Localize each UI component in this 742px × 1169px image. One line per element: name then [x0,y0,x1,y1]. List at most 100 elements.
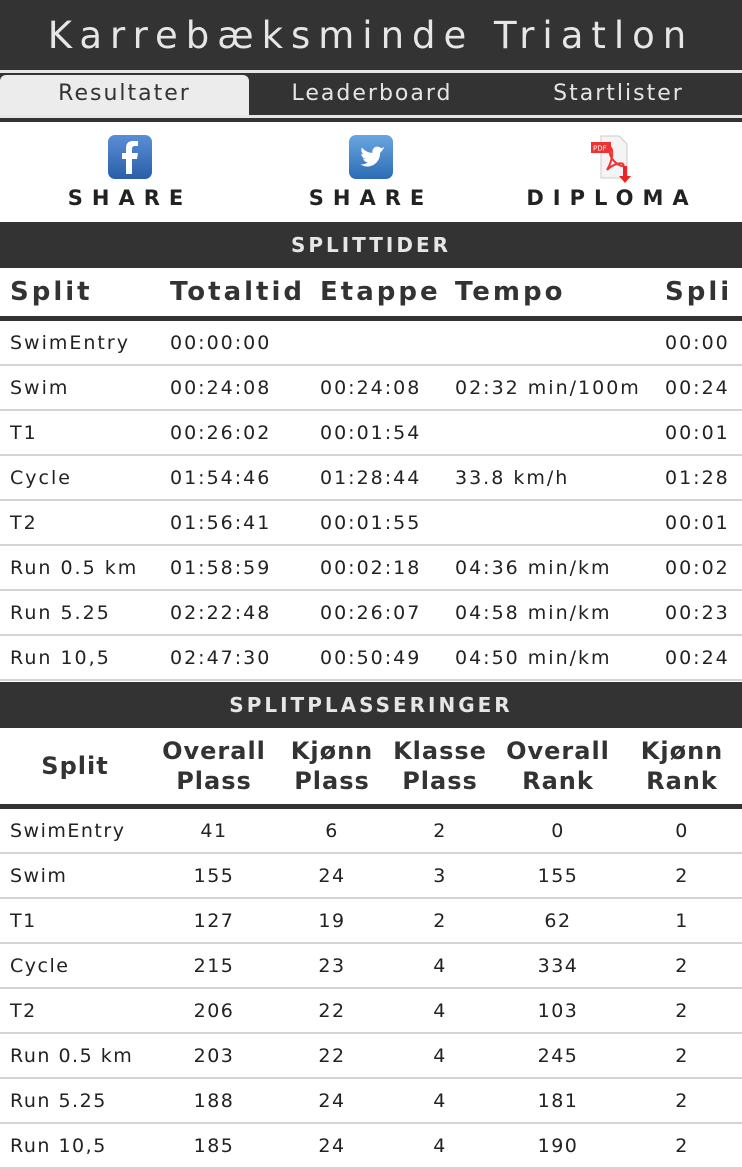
table-cell: Run 5.25 [0,590,160,636]
table-cell: Swim [0,853,150,899]
table-cell: 2 [622,988,742,1034]
facebook-share-button[interactable]: SHARE [0,122,260,210]
splitplasseringer-header: SPLITPLASSERINGER [0,682,742,728]
table-cell: 00:00:00 [160,318,310,366]
table-cell: 00:50:49 [310,635,445,681]
table-cell: Run 0.5 km [0,545,160,591]
table-cell: 02:22:48 [160,590,310,636]
table-cell: 155 [494,853,622,899]
table-cell: 00:01:54 [310,410,445,456]
table-cell: 01:28:44 [310,455,445,501]
table-cell: 245 [494,1033,622,1079]
divider [0,118,742,122]
column-header: Overall Rank [494,728,622,809]
table-cell: 00:01 [659,500,742,546]
table-cell: SwimEntry [0,318,160,366]
table-cell: 04:50 min/km [445,635,659,681]
table-row: T1 127 19 2 62 1 [0,898,742,944]
table-cell: 19 [278,898,386,944]
table-cell: SwimEntry [0,806,150,854]
table-cell: 185 [150,1123,278,1169]
table-cell: 2 [386,898,494,944]
table-cell: 24 [278,1078,386,1124]
table-cell: 103 [494,988,622,1034]
table-cell: 02:47:30 [160,635,310,681]
table-row: Cycle 01:54:46 01:28:44 33.8 km/h 01:28 [0,455,742,501]
table-cell: 02:32 min/100m [445,365,659,411]
table-cell: 1 [622,898,742,944]
table-cell: 00:24:08 [160,365,310,411]
column-header: Kjønn Plass [278,728,386,809]
table-cell: T2 [0,500,160,546]
tab-leaderboard[interactable]: Leaderboard [291,81,453,106]
table-cell: 3 [386,853,494,899]
table-row: Swim 155 24 3 155 2 [0,853,742,899]
table-row: Cycle 215 23 4 334 2 [0,943,742,989]
table-cell: 22 [278,988,386,1034]
table-cell: 0 [622,806,742,854]
page-title: Karrebæksminde Triatlon [47,13,695,57]
table-cell: 22 [278,1033,386,1079]
table-cell: 2 [622,853,742,899]
table-cell: 00:02:18 [310,545,445,591]
table-cell: 23 [278,943,386,989]
table-cell: 00:01 [659,410,742,456]
table-cell: 155 [150,853,278,899]
table-cell: 4 [386,1123,494,1169]
diploma-download-button[interactable]: PDF DIPLOMA [482,122,742,210]
table-cell: 215 [150,943,278,989]
share-label: SHARE [67,186,193,210]
table-cell: Run 10,5 [0,635,160,681]
table-cell: 206 [150,988,278,1034]
table-cell: 203 [150,1033,278,1079]
diploma-label: DIPLOMA [526,186,698,210]
table-row: T2 01:56:41 00:01:55 00:01 [0,500,742,546]
table-cell: 00:26:07 [310,590,445,636]
table-row: SwimEntry 00:00:00 00:00 [0,318,742,366]
table-cell: 2 [622,943,742,989]
table-cell: 24 [278,853,386,899]
table-cell: 04:36 min/km [445,545,659,591]
table-cell: 24 [278,1123,386,1169]
table-cell: Run 5.25 [0,1078,150,1124]
splittider-table: Split Totaltid Etappe Tempo Spli SwimEntry 00… [0,268,742,681]
table-row: SwimEntry 41 6 2 0 0 [0,806,742,854]
table-cell: 2 [622,1033,742,1079]
table-cell: 41 [150,806,278,854]
table-cell: 4 [386,943,494,989]
table-cell: 334 [494,943,622,989]
table-cell: 04:58 min/km [445,590,659,636]
column-header: Spli [659,268,742,321]
table-cell: T2 [0,988,150,1034]
share-row: SHARE SHARE PDF DIPLOMA [0,122,742,222]
table-cell: Swim [0,365,160,411]
table-cell: 01:58:59 [160,545,310,591]
table-cell: 6 [278,806,386,854]
table-cell: T1 [0,410,160,456]
title-bar: Karrebæksminde Triatlon [0,0,742,70]
twitter-share-button[interactable]: SHARE [260,122,482,210]
table-cell: 2 [622,1123,742,1169]
column-header: Totaltid [160,268,310,321]
column-header: Etappe [310,268,445,321]
table-cell: 00:02 [659,545,742,591]
tab-resultater[interactable]: Resultater [0,75,249,115]
table-row: Run 10,5 185 24 4 190 2 [0,1123,742,1169]
table-cell [445,318,659,366]
table-cell: 33.8 km/h [445,455,659,501]
column-header: Klasse Plass [386,728,494,809]
table-cell: 00:00 [659,318,742,366]
table-cell [445,410,659,456]
table-cell: 01:54:46 [160,455,310,501]
column-header: Overall Plass [150,728,278,809]
table-cell: 00:23 [659,590,742,636]
table-cell [310,318,445,366]
tab-startlister[interactable]: Startlister [553,81,684,106]
table-cell: Cycle [0,943,150,989]
table-cell: 127 [150,898,278,944]
table-cell: 00:24 [659,635,742,681]
table-cell: 62 [494,898,622,944]
table-cell: 188 [150,1078,278,1124]
table-cell: 01:28 [659,455,742,501]
table-cell: 4 [386,1033,494,1079]
